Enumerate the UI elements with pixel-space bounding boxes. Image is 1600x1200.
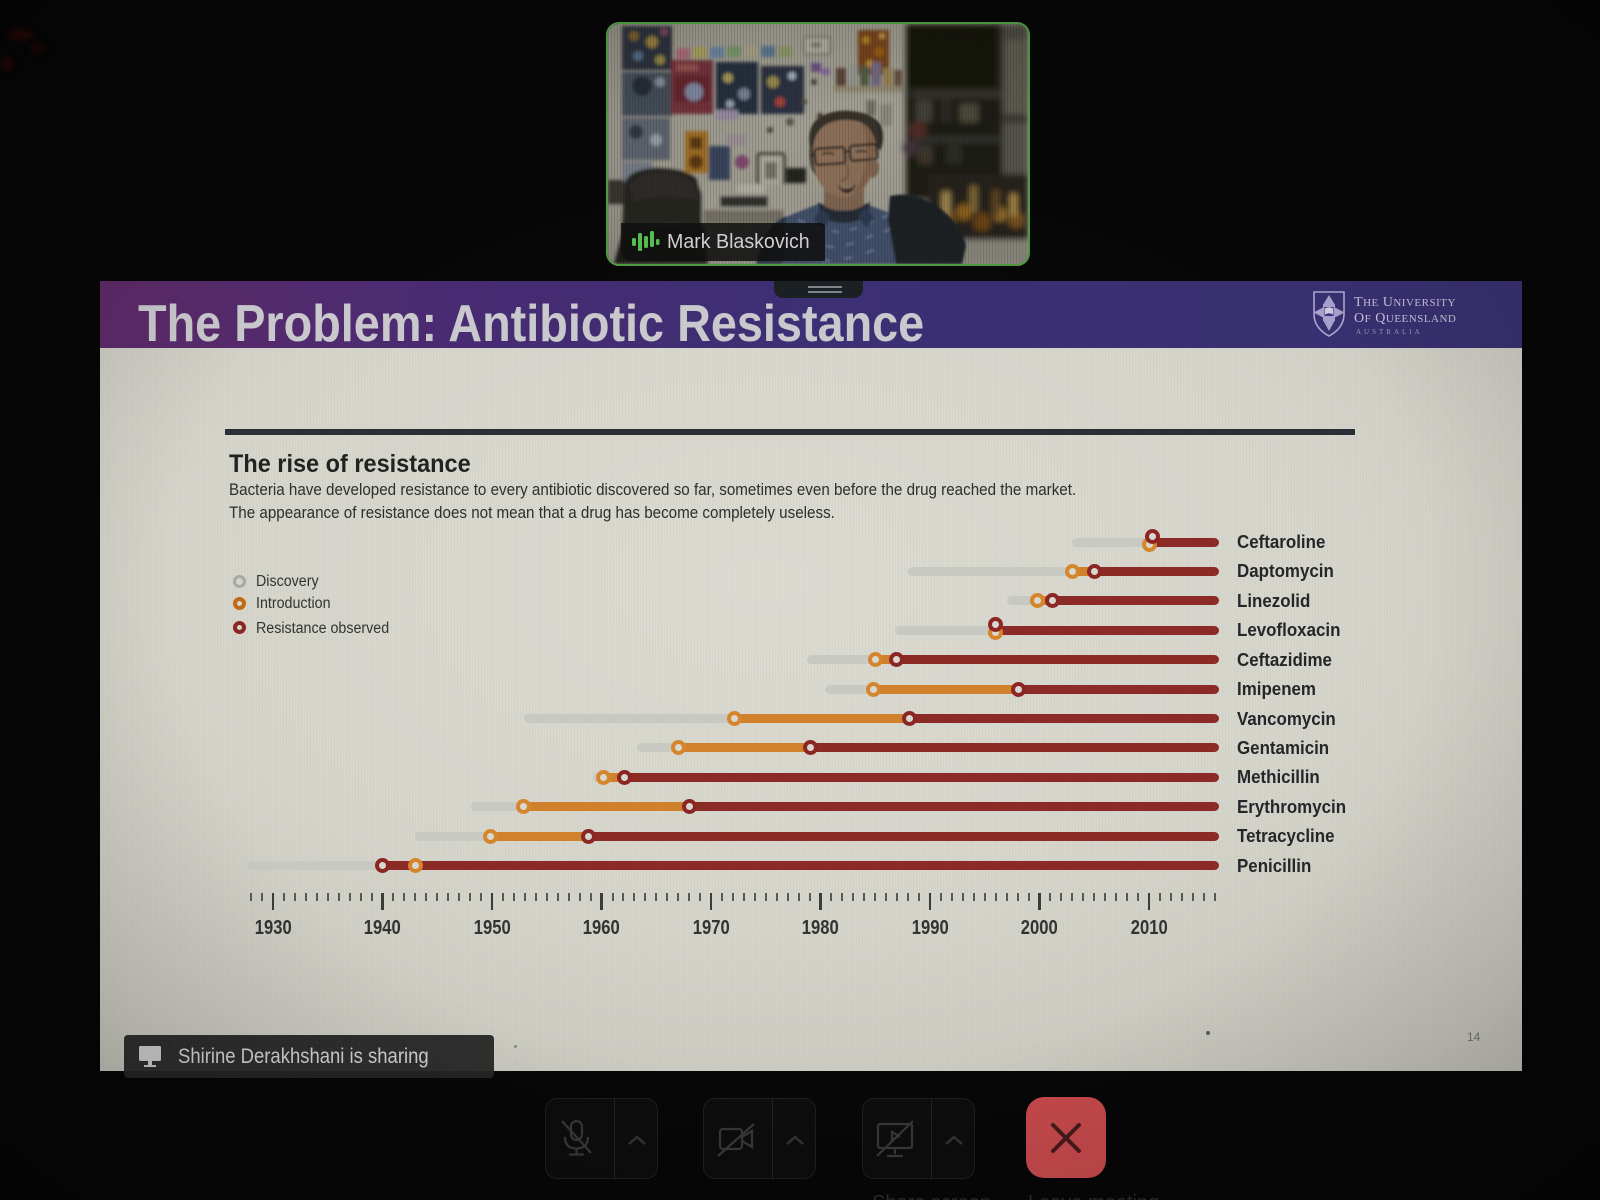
- svg-text:THE UNIVERSITY: THE UNIVERSITY: [1354, 295, 1456, 310]
- svg-text:AUSTRALIA: AUSTRALIA: [1356, 328, 1423, 336]
- svg-text:OF QUEENSLAND: OF QUEENSLAND: [1354, 311, 1456, 326]
